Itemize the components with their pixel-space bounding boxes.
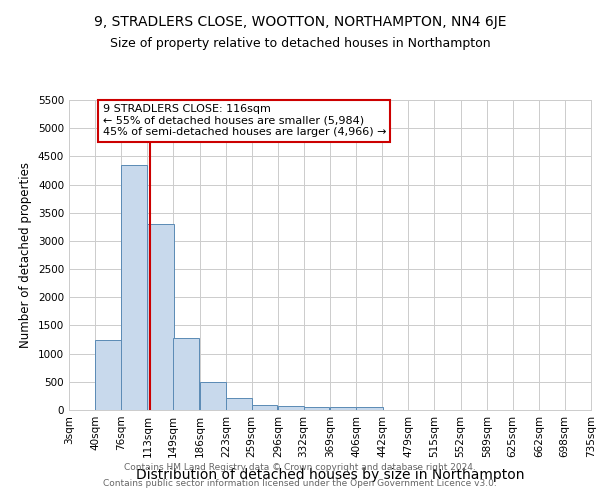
Bar	[199, 382, 226, 410]
Bar	[278, 406, 304, 410]
Bar	[356, 407, 383, 410]
Bar	[148, 224, 174, 410]
Bar	[95, 340, 122, 410]
Bar	[173, 338, 199, 410]
Text: Contains public sector information licensed under the Open Government Licence v3: Contains public sector information licen…	[103, 478, 497, 488]
Text: Size of property relative to detached houses in Northampton: Size of property relative to detached ho…	[110, 38, 490, 51]
X-axis label: Distribution of detached houses by size in Northampton: Distribution of detached houses by size …	[136, 468, 524, 482]
Bar	[251, 405, 277, 410]
Text: 9 STRADLERS CLOSE: 116sqm: 9 STRADLERS CLOSE: 116sqm	[103, 106, 271, 116]
Bar	[330, 407, 356, 410]
Y-axis label: Number of detached properties: Number of detached properties	[19, 162, 32, 348]
Bar	[121, 165, 147, 410]
Text: 9, STRADLERS CLOSE, WOOTTON, NORTHAMPTON, NN4 6JE: 9, STRADLERS CLOSE, WOOTTON, NORTHAMPTON…	[94, 15, 506, 29]
Bar	[304, 407, 329, 410]
Text: Contains HM Land Registry data © Crown copyright and database right 2024.: Contains HM Land Registry data © Crown c…	[124, 464, 476, 472]
Bar	[226, 398, 252, 410]
Text: 9 STRADLERS CLOSE: 116sqm
← 55% of detached houses are smaller (5,984)
45% of se: 9 STRADLERS CLOSE: 116sqm ← 55% of detac…	[103, 104, 386, 137]
